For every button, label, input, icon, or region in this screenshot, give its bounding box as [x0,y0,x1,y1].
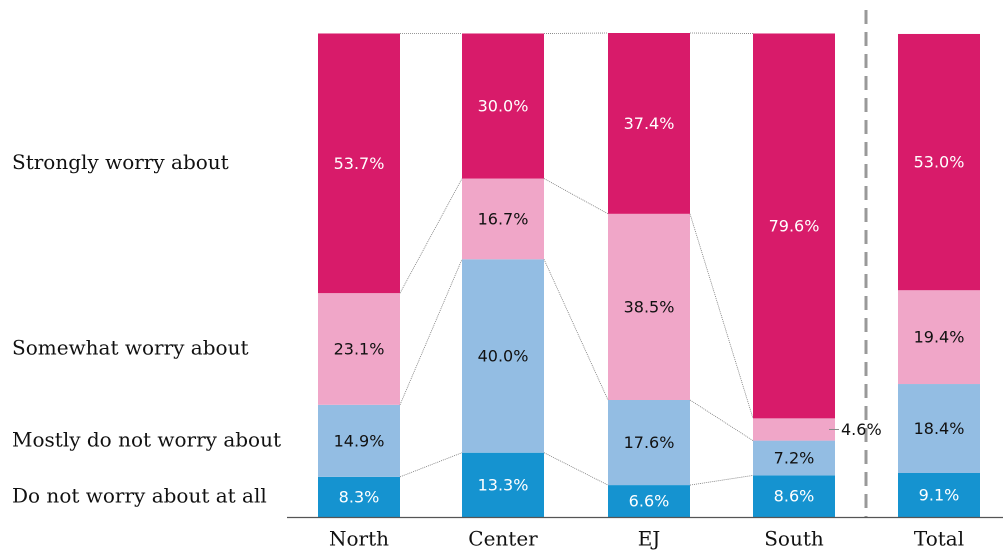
value-label: 79.6% [769,216,820,235]
value-label: 9.1% [919,486,960,505]
value-label: 38.5% [624,297,675,316]
legend-label: Strongly worry about [12,150,229,174]
bar-segment [898,473,980,517]
bar-segment [318,293,400,405]
bar-segment [608,485,690,517]
connector [399,178,463,294]
value-label: 16.7% [478,209,529,228]
connector [399,259,463,405]
bar-segment [462,33,544,179]
bar-segment [753,33,835,419]
x-tick-label: EJ [638,527,661,550]
bar-segment [318,33,400,294]
value-label: 53.0% [914,153,965,172]
connector [399,452,463,478]
value-label: 8.3% [339,487,380,506]
value-label: 17.6% [624,433,675,452]
value-label: 13.3% [478,475,529,494]
bar-segment [898,290,980,385]
legend-label: Somewhat worry about [12,335,248,359]
connector [689,399,754,441]
bar-segment [898,384,980,473]
x-tick-label: Total [914,527,964,550]
value-label: 4.6% [841,420,882,439]
bar-segment [462,259,544,453]
bar-segment [753,475,835,517]
value-label: 40.0% [478,346,529,365]
bar-segment [462,178,544,260]
value-label: 23.1% [334,339,385,358]
x-tick-label: South [764,527,824,550]
bar-segment [898,33,980,291]
bar-segment [608,213,690,400]
legend-label: Mostly do not worry about [12,427,281,451]
value-label: 53.7% [334,154,385,173]
value-label: 7.2% [774,449,815,468]
connector [543,259,609,401]
legend-label: Do not worry about at all [12,483,267,507]
bar-segment [462,452,544,517]
connector [543,452,609,486]
x-tick-label: Center [468,527,538,550]
value-label: 30.0% [478,97,529,116]
value-label: 6.6% [629,492,670,511]
x-tick-label: North [329,527,389,550]
value-label: 37.4% [624,114,675,133]
value-label: 18.4% [914,419,965,438]
bar-segment [753,440,835,476]
value-label: 14.9% [334,431,385,450]
value-label: 19.4% [914,328,965,347]
bar-segment [318,404,400,477]
bar-segment [753,418,835,441]
value-label: 8.6% [774,487,815,506]
bar-segment [318,476,400,517]
bar-segment [608,33,690,214]
connector [689,213,754,419]
bar-segment [608,399,690,486]
connector [689,475,754,486]
connector [543,178,609,215]
